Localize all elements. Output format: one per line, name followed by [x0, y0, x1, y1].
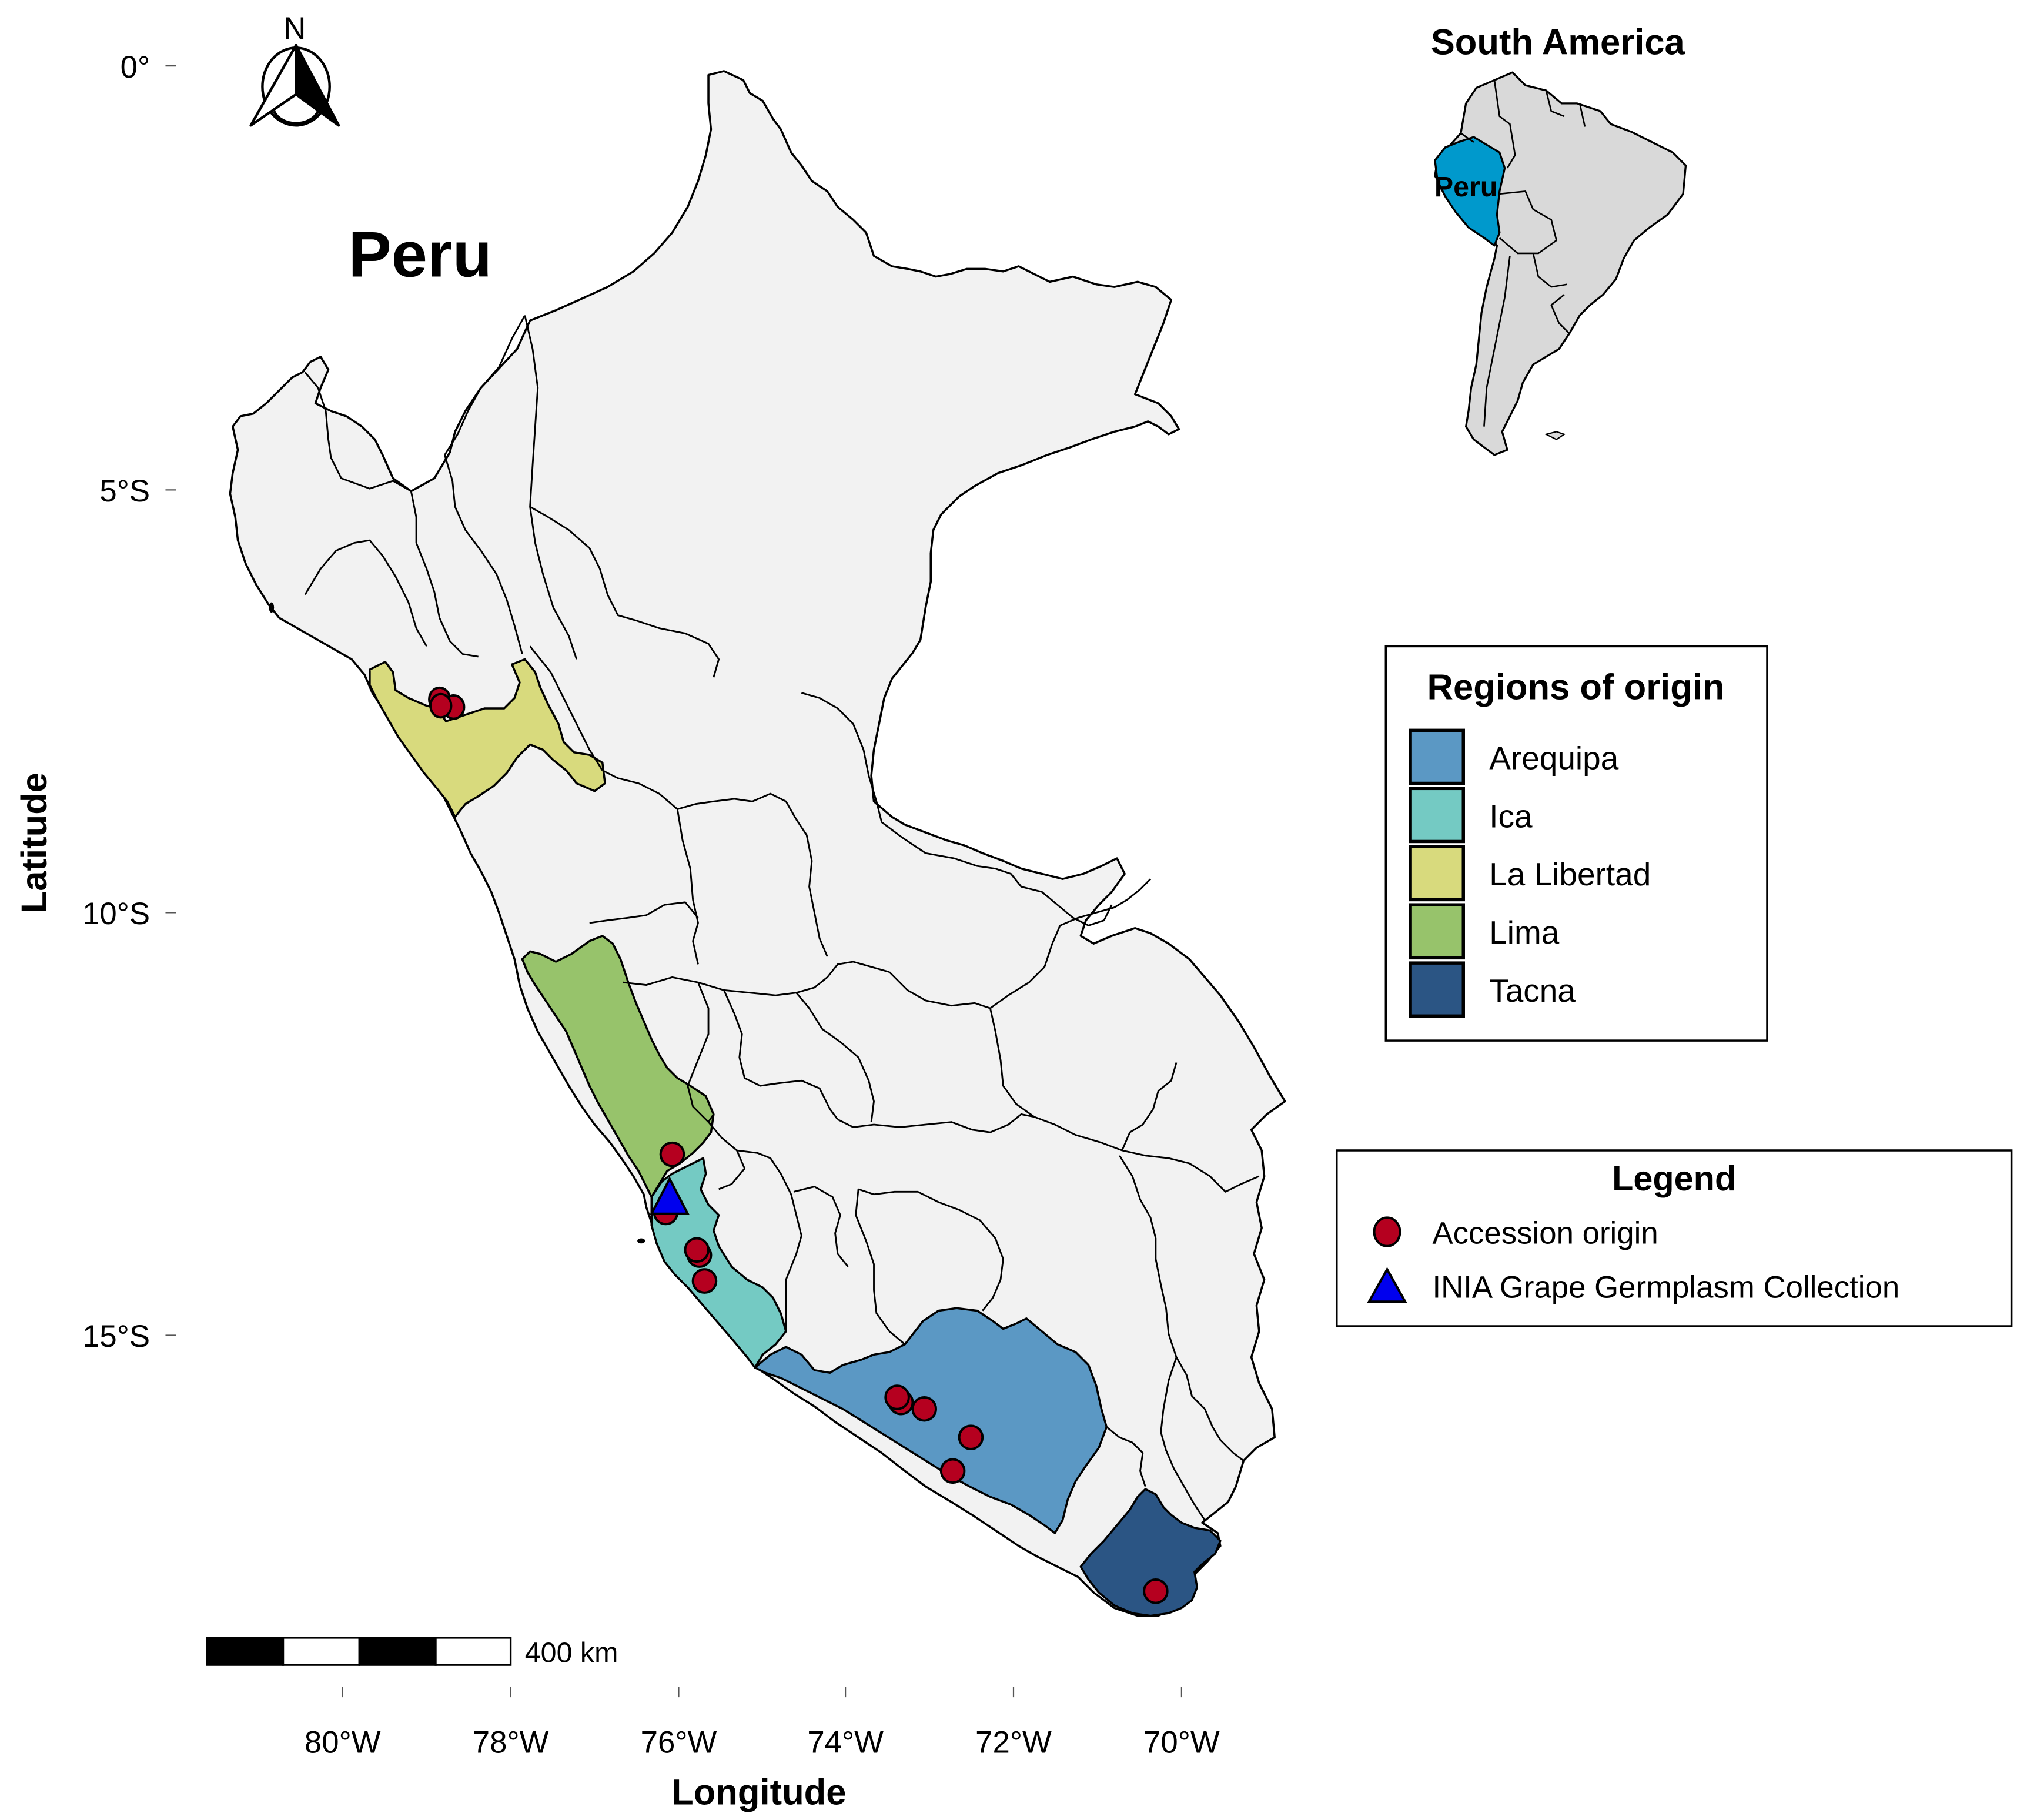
region-arequipa	[754, 1307, 1108, 1534]
y-tick-label: 15°S	[82, 1319, 150, 1354]
legend-item-lima[interactable]: Lima	[1409, 903, 1560, 960]
legend-item-label: Arequipa	[1489, 740, 1618, 776]
y-tick-label: 10°S	[82, 896, 150, 931]
y-tick-label: 0°	[121, 50, 150, 85]
y-axis-label: Latitude	[14, 772, 55, 913]
map-title: Peru	[348, 219, 491, 291]
accession-point[interactable]	[958, 1424, 984, 1450]
accession-point[interactable]	[911, 1396, 938, 1422]
x-axis-label: Longitude	[671, 1772, 846, 1813]
inset-title: South America	[1431, 22, 1685, 62]
scale-bar-label: 400 km	[525, 1637, 618, 1669]
north-label: N	[283, 11, 306, 46]
accession-points	[428, 686, 1169, 1604]
legend-item-label: Ica	[1489, 798, 1533, 834]
accession-point[interactable]	[691, 1268, 718, 1294]
regions-legend: Regions of origin Arequipa Ica La Libert…	[1384, 645, 1768, 1042]
x-tick-label: 80°W	[305, 1725, 381, 1760]
region-lima	[521, 935, 715, 1198]
legend-item-arequipa[interactable]: Arequipa	[1409, 728, 1619, 785]
legend-item-label: Accession origin	[1432, 1216, 1658, 1250]
legend-item-tacna[interactable]: Tacna	[1409, 961, 1576, 1018]
legend-item-la-libertad[interactable]: La Libertad	[1409, 845, 1651, 902]
legend-item-inia-collection[interactable]: INIA Grape Germplasm Collection	[1367, 1267, 1899, 1305]
department-borders	[304, 315, 1260, 1521]
accession-point[interactable]	[939, 1458, 966, 1484]
x-tick-label: 74°W	[807, 1725, 884, 1760]
regions-legend-title: Regions of origin	[1427, 667, 1725, 708]
region-tacna	[1079, 1488, 1222, 1617]
y-tick-label: 5°S	[99, 474, 150, 508]
accession-point[interactable]	[884, 1384, 910, 1410]
north-arrow-icon: N	[249, 11, 340, 127]
triangle-marker-icon	[1367, 1267, 1407, 1303]
legend-item-accession-origin[interactable]: Accession origin	[1373, 1216, 1658, 1250]
accession-point[interactable]	[429, 692, 453, 719]
x-tick-label: 76°W	[641, 1725, 717, 1760]
x-tick-label: 70°W	[1143, 1725, 1220, 1760]
inia-collection-marker[interactable]	[650, 1176, 690, 1215]
x-tick-label: 72°W	[975, 1725, 1052, 1760]
x-tick-label: 78°W	[473, 1725, 549, 1760]
scale-bar: 400 km	[206, 1637, 618, 1669]
inset-peru-label: Peru	[1434, 171, 1498, 203]
legend-item-label: La Libertad	[1489, 856, 1651, 892]
island	[269, 602, 275, 613]
points-legend: Legend Accession origin INIA Grape Germp…	[1335, 1149, 2013, 1327]
south-america-landmass	[1434, 71, 1687, 456]
peru-map	[229, 70, 1286, 1617]
inset-south-america: South America Peru	[1431, 22, 1687, 456]
legend-item-label: Lima	[1489, 914, 1560, 951]
legend-item-label: INIA Grape Germplasm Collection	[1432, 1270, 1899, 1305]
circle-marker-icon	[1373, 1216, 1401, 1247]
accession-point[interactable]	[659, 1141, 685, 1167]
accession-point[interactable]	[684, 1237, 710, 1263]
peru-outline	[229, 70, 1286, 1617]
accession-point[interactable]	[1143, 1578, 1169, 1604]
y-axis: 0° 5°S 10°S 15°S Latitude	[14, 50, 176, 1354]
legend-item-label: Tacna	[1489, 972, 1576, 1009]
points-legend-title: Legend	[1612, 1159, 1736, 1198]
island	[637, 1238, 645, 1244]
legend-item-ica[interactable]: Ica	[1409, 787, 1533, 844]
x-axis: 80°W 78°W 76°W 74°W 72°W 70°W Longitude	[305, 1687, 1220, 1813]
